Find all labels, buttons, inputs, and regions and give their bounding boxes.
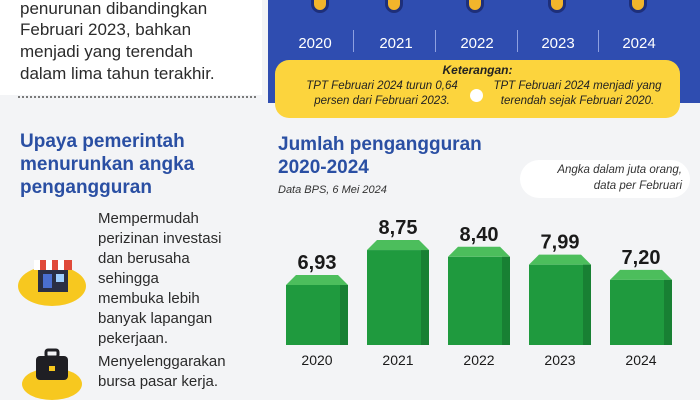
keterangan-separator-dot bbox=[470, 89, 483, 102]
band-marker bbox=[311, 0, 329, 13]
band-divider bbox=[598, 30, 599, 52]
band-year-label: 2022 bbox=[460, 35, 494, 52]
band-divider bbox=[353, 30, 354, 52]
keterangan-left: TPT Februari 2024 turun 0,64 persen dari… bbox=[297, 79, 467, 109]
briefcase-icon bbox=[22, 348, 82, 400]
bar-top bbox=[529, 254, 591, 265]
unit-note: Angka dalam juta orang, data per Februar… bbox=[520, 162, 682, 194]
bar bbox=[448, 256, 510, 345]
point-line: perizinan investasi bbox=[98, 230, 222, 247]
chart-title-line: Jumlah pengangguran bbox=[278, 134, 482, 155]
intro-text-line: Februari 2023, bahkan bbox=[20, 20, 192, 39]
intro-text-line: menjadi yang terendah bbox=[20, 42, 193, 61]
band-marker bbox=[466, 0, 484, 13]
dotted-divider bbox=[18, 96, 256, 98]
bar-value-label: 6,93 bbox=[298, 252, 337, 274]
bar bbox=[367, 250, 429, 345]
bar bbox=[529, 264, 591, 345]
point-line: banyak lapangan bbox=[98, 310, 213, 327]
upaya-title: Upaya pemerintah menurunkan angka pengan… bbox=[20, 130, 250, 199]
band-marker bbox=[385, 0, 403, 13]
bar-top bbox=[367, 240, 429, 251]
bar-value-label: 8,75 bbox=[379, 217, 418, 239]
keterangan-line: TPT Februari 2024 menjadi yang bbox=[493, 80, 662, 92]
bar bbox=[286, 285, 348, 345]
point-line: bursa pasar kerja. bbox=[98, 373, 219, 390]
category-label: 2020 bbox=[301, 352, 332, 368]
category-label: 2022 bbox=[463, 352, 494, 368]
chart-title: Jumlah pengangguran 2020-2024 bbox=[278, 133, 482, 179]
bar-side bbox=[583, 264, 591, 345]
bar-side bbox=[340, 285, 348, 345]
keterangan-line: persen dari Februari 2023. bbox=[314, 95, 450, 107]
upaya-title-line: Upaya pemerintah bbox=[20, 131, 185, 152]
intro-panel bbox=[0, 0, 262, 95]
intro-text-line: penurunan dibandingkan bbox=[20, 0, 208, 18]
keterangan-line: TPT Februari 2024 turun 0,64 bbox=[306, 80, 458, 92]
bar-side bbox=[502, 256, 510, 345]
chart-title-line: 2020-2024 bbox=[278, 157, 369, 178]
upaya-point-2: Menyelenggarakan bursa pasar kerja. bbox=[98, 352, 226, 392]
category-label: 2021 bbox=[382, 352, 413, 368]
point-line: membuka lebih bbox=[98, 290, 200, 307]
bar-top bbox=[448, 246, 510, 257]
keterangan-right: TPT Februari 2024 menjadi yang terendah … bbox=[485, 79, 670, 109]
category-label: 2024 bbox=[625, 352, 656, 368]
bar-value-label: 7,20 bbox=[622, 247, 661, 269]
point-line: pekerjaan. bbox=[98, 330, 169, 347]
keterangan-line: terendah sejak Februari 2020. bbox=[500, 95, 655, 107]
unit-note-pill bbox=[520, 160, 690, 198]
chart-source: Data BPS, 6 Mei 2024 bbox=[278, 184, 387, 196]
keterangan-title: Keterangan: bbox=[442, 63, 513, 77]
unit-note-line: Angka dalam juta orang, bbox=[557, 164, 682, 176]
upaya-panel bbox=[0, 104, 262, 400]
point-line: dan berusaha bbox=[98, 250, 190, 267]
point-line: Menyelenggarakan bbox=[98, 353, 226, 370]
point-line: Mempermudah bbox=[98, 210, 199, 227]
bar-side bbox=[421, 250, 429, 345]
intro-text-line: dalam lima tahun terakhir. bbox=[20, 64, 215, 83]
upaya-title-line: pengangguran bbox=[20, 177, 152, 198]
band-divider bbox=[517, 30, 518, 52]
band-divider bbox=[435, 30, 436, 52]
bar bbox=[610, 279, 672, 345]
band-marker bbox=[629, 0, 647, 13]
band-year-label: 2020 bbox=[298, 35, 332, 52]
band-year-label: 2024 bbox=[622, 35, 656, 52]
bar-side bbox=[664, 279, 672, 345]
category-label: 2023 bbox=[544, 352, 575, 368]
band-year-label: 2021 bbox=[379, 35, 413, 52]
shop-icon bbox=[18, 260, 86, 306]
upaya-point-1: Mempermudah perizinan investasi dan beru… bbox=[98, 209, 221, 349]
unit-note-line: data per Februari bbox=[593, 180, 682, 192]
band-year-label: 2023 bbox=[541, 35, 575, 52]
bar-value-label: 8,40 bbox=[460, 224, 499, 246]
bar-top bbox=[286, 275, 348, 285]
bar-value-label: 7,99 bbox=[541, 232, 580, 254]
point-line: sehingga bbox=[98, 270, 159, 287]
band-marker bbox=[548, 0, 566, 13]
unemployment-bar-chart: 6,93 2020 8,75 2021 8,40 2022 7,99 2023 7,20 2024 bbox=[286, 217, 672, 368]
bar-top bbox=[610, 269, 672, 280]
keterangan-box: Keterangan: TPT Februari 2024 turun 0,64… bbox=[275, 60, 680, 118]
upaya-title-line: menurunkan angka bbox=[20, 154, 195, 175]
